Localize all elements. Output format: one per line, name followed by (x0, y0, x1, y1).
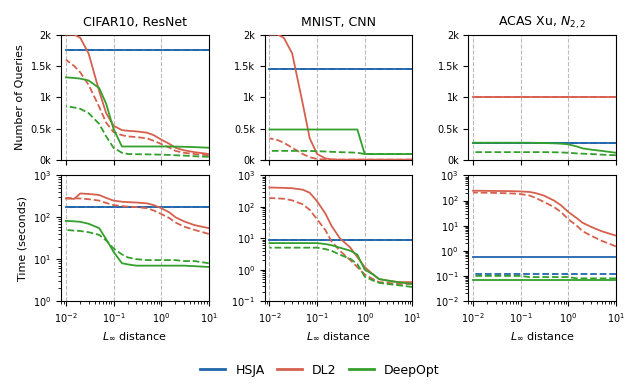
Title: ACAS Xu, $N_{2,2}$: ACAS Xu, $N_{2,2}$ (498, 15, 586, 31)
Title: CIFAR10, ResNet: CIFAR10, ResNet (83, 16, 187, 29)
Y-axis label: Number of Queries: Number of Queries (15, 45, 25, 150)
Y-axis label: Time (seconds): Time (seconds) (17, 196, 28, 281)
X-axis label: $L_\infty$ distance: $L_\infty$ distance (306, 330, 371, 342)
X-axis label: $L_\infty$ distance: $L_\infty$ distance (509, 330, 575, 342)
X-axis label: $L_\infty$ distance: $L_\infty$ distance (102, 330, 168, 342)
Legend: HSJA, DL2, DeepOpt: HSJA, DL2, DeepOpt (195, 359, 445, 382)
Title: MNIST, CNN: MNIST, CNN (301, 16, 376, 29)
